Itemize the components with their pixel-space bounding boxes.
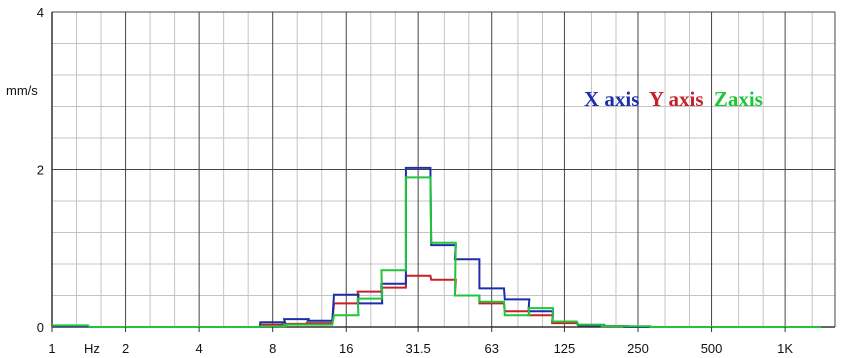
series-line-x-axis xyxy=(52,166,822,328)
x-tick-label: 8 xyxy=(269,341,276,356)
x-tick-label: 250 xyxy=(627,341,649,356)
y-tick-label: 2 xyxy=(37,163,44,178)
x-axis-label: Hz xyxy=(84,341,100,356)
x-tick-label: 16 xyxy=(339,341,353,356)
legend-entry-y-axis: Y axis xyxy=(649,87,704,111)
legend-entry-z-axis: Zaxis xyxy=(714,87,763,111)
series-lines xyxy=(52,166,822,328)
x-tick-label: 2 xyxy=(122,341,129,356)
x-tick-label: 31.5 xyxy=(405,341,430,356)
x-tick-label: 4 xyxy=(196,341,203,356)
series-line-y-axis xyxy=(52,274,822,328)
y-tick-labels: 0 2 4 xyxy=(37,5,44,335)
legend-entry-x-axis: X axis xyxy=(584,87,639,111)
y-axis-label: mm/s xyxy=(6,83,38,98)
x-tick-label: 125 xyxy=(554,341,576,356)
x-tick-label: 500 xyxy=(701,341,723,356)
series-line-zaxis xyxy=(52,176,822,328)
x-tick-label: 1K xyxy=(777,341,793,356)
x-tick-label: 63 xyxy=(484,341,498,356)
legend: X axis Y axis Zaxis xyxy=(584,87,763,111)
x-tick-label: 1 xyxy=(48,341,55,356)
y-tick-label: 0 xyxy=(37,320,44,335)
y-tick-label: 4 xyxy=(37,5,44,20)
x-tick-labels: 1 2 4 8 16 31.5 63 125 250 500 1K xyxy=(48,327,793,356)
